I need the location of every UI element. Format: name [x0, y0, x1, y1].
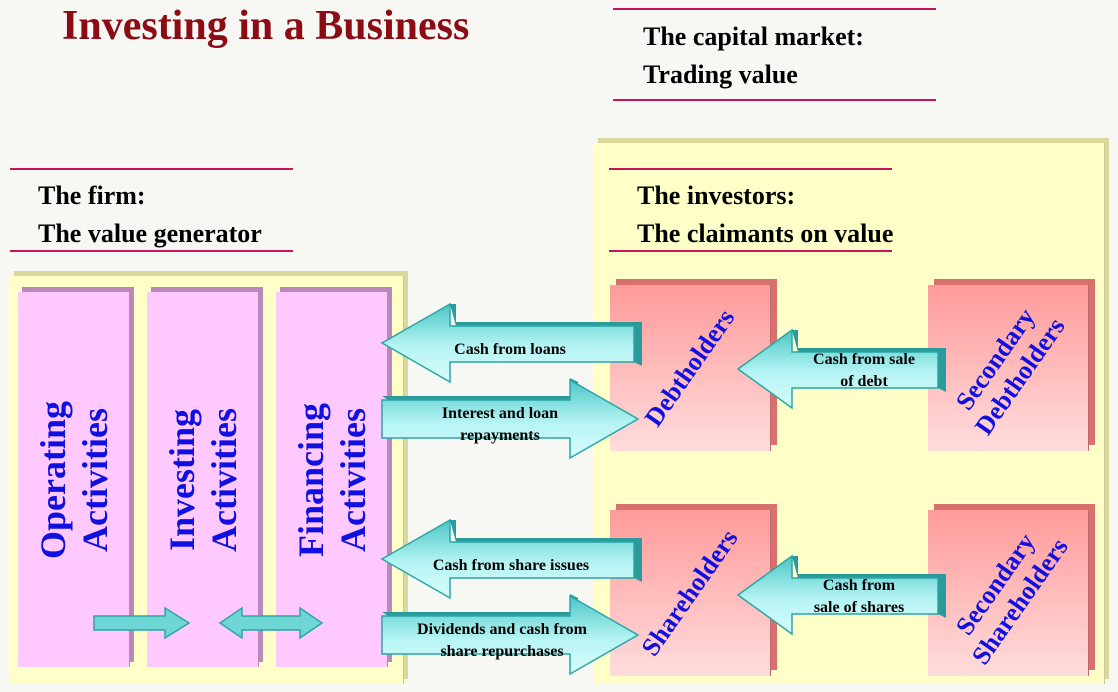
- investors-line2: The claimants on value: [637, 219, 894, 248]
- firm-bottom-rule: [10, 250, 293, 252]
- debtholders-label: Debtholders: [638, 303, 741, 432]
- interest-repayments-arrow: [381, 378, 640, 460]
- dividends-line1: Dividends and cash from: [417, 621, 587, 638]
- shareholders-label: Shareholders: [635, 524, 744, 662]
- dividends-arrow: [381, 594, 640, 676]
- investors-line1: The investors:: [637, 181, 796, 210]
- financing-activities-label: Financing Activities: [290, 402, 374, 556]
- interest-repayments-label: Interest and loan repayments: [400, 403, 600, 447]
- secondary-shareholders-box: Secondary Shareholders: [928, 510, 1089, 676]
- investors-bottom-rule: [609, 250, 892, 252]
- capital-market-bottom-rule: [613, 99, 936, 101]
- interest-repayments-line1: Interest and loan: [441, 405, 559, 422]
- investing-activities-line1: Investing: [161, 408, 202, 551]
- secondary-shareholders-label: Secondary Shareholders: [941, 516, 1074, 671]
- secondary-debtholders-label: Secondary Debtholders: [944, 295, 1071, 441]
- firm-heading: The firm: The value generator: [38, 177, 262, 253]
- investing-activities-line2: Activities: [203, 407, 244, 552]
- dividends-line2: share repurchases: [440, 643, 564, 660]
- sale-of-debt-line2: of debt: [840, 373, 888, 390]
- capital-market-line2: Trading value: [643, 60, 798, 89]
- cash-from-sale-of-debt-arrow: [736, 328, 946, 410]
- dividends-label: Dividends and cash from share repurchase…: [390, 619, 614, 663]
- cash-from-share-issues-label: Cash from share issues: [432, 557, 590, 574]
- firm-top-rule: [10, 168, 293, 170]
- financing-activities-column: Financing Activities: [276, 292, 388, 667]
- cash-from-loans-label: Cash from loans: [454, 341, 566, 358]
- investing-activities-label: Investing Activities: [161, 408, 245, 552]
- capital-market-heading: The capital market: Trading value: [643, 18, 864, 94]
- firm-line2: The value generator: [38, 219, 262, 248]
- cash-from-sale-of-shares-label: Cash from sale of shares: [790, 575, 928, 619]
- operating-to-investing-arrow: [93, 606, 191, 640]
- cash-from-share-issues-arrow: [380, 518, 642, 600]
- investing-activities-column: Investing Activities: [147, 292, 259, 667]
- sale-of-debt-line1: Cash from sale: [813, 351, 915, 368]
- cash-from-sale-of-debt-label: Cash from sale of debt: [790, 349, 938, 393]
- capital-market-top-rule: [613, 8, 936, 10]
- capital-market-line1: The capital market:: [643, 22, 864, 51]
- sale-of-shares-line1: Cash from: [822, 577, 896, 594]
- operating-activities-label: Operating Activities: [32, 401, 116, 559]
- interest-repayments-line2: repayments: [460, 427, 540, 444]
- financing-activities-line2: Activities: [332, 407, 373, 552]
- investors-top-rule: [609, 168, 892, 170]
- secondary-debtholders-box: Secondary Debtholders: [928, 285, 1089, 451]
- operating-activities-line2: Activities: [74, 407, 115, 552]
- sale-of-shares-line2: sale of shares: [813, 599, 905, 616]
- financing-activities-line1: Financing: [290, 402, 331, 557]
- investing-financing-double-arrow: [218, 606, 324, 640]
- cash-from-sale-of-shares-arrow: [736, 554, 946, 636]
- page-title: Investing in a Business: [62, 3, 470, 49]
- operating-activities-line1: Operating: [32, 400, 73, 559]
- operating-activities-column: Operating Activities: [18, 292, 130, 667]
- firm-line1: The firm:: [38, 181, 146, 210]
- investors-heading: The investors: The claimants on value: [637, 177, 893, 253]
- cash-from-loans-arrow: [380, 302, 642, 384]
